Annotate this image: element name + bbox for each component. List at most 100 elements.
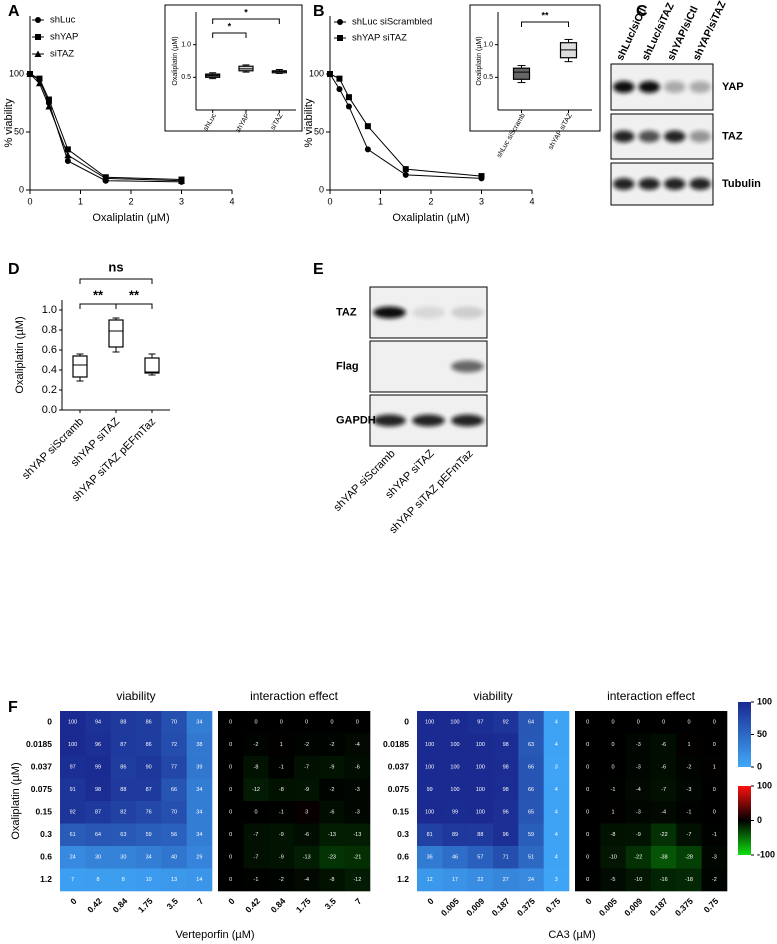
heatmap-cell	[218, 801, 244, 824]
y-tick-label: 0.037	[31, 762, 53, 772]
heatmap-cell	[676, 846, 702, 869]
x-tick-label: 2	[128, 196, 133, 206]
heatmap-cell	[268, 756, 295, 779]
significance-label: ns	[108, 259, 123, 274]
colorbar-label: 50	[757, 729, 767, 739]
x-tick-label: 0.009	[464, 896, 486, 918]
heatmap-cell	[676, 823, 702, 847]
heatmap-cell	[600, 733, 626, 757]
cell-label: -1	[712, 832, 717, 838]
cell-label: -4	[661, 810, 666, 816]
x-tick-label: 0.84	[269, 896, 288, 915]
heatmap-cell	[344, 733, 371, 757]
blot-band	[664, 81, 686, 93]
heatmap-cell	[543, 756, 570, 779]
cell-label: 100	[68, 720, 77, 726]
y-tick-label: 0.6	[40, 852, 52, 862]
panel-label: D	[8, 261, 20, 278]
heatmap-cell	[442, 823, 468, 847]
heatmap-cell	[136, 868, 162, 892]
heatmap-cell	[161, 711, 187, 734]
y-tick-label: 0	[319, 184, 324, 194]
heatmap-cell	[442, 846, 468, 869]
heatmap-cell	[344, 823, 371, 847]
heatmap-cell	[518, 868, 544, 892]
cell-label: 24	[70, 855, 76, 861]
heatmap-cell	[543, 801, 570, 824]
cell-label: -22	[660, 832, 668, 838]
cell-label: -8	[611, 832, 616, 838]
marker	[178, 177, 185, 184]
heatmap-cell	[417, 801, 443, 824]
heatmap-cell	[344, 801, 371, 824]
cell-label: 40	[171, 855, 177, 861]
cell-label: 92	[70, 810, 76, 816]
heatmap-cell	[417, 733, 443, 757]
cell-label: -38	[660, 855, 668, 861]
heatmap-cell	[85, 846, 111, 869]
cell-label: 57	[477, 855, 483, 861]
panel-label: E	[313, 261, 324, 278]
heatmap-cell	[136, 846, 162, 869]
x-tick-label: 0.187	[648, 896, 670, 918]
cell-label: 70	[171, 720, 177, 726]
heatmap-cell	[110, 868, 137, 892]
series-line	[329, 73, 482, 177]
cell-label: 72	[171, 742, 177, 748]
cell-label: -21	[353, 855, 361, 861]
heatmap-cell	[543, 733, 570, 757]
series-line	[29, 73, 182, 181]
box	[144, 357, 160, 374]
significance-label: **	[129, 287, 140, 302]
heatmap-cell	[294, 846, 320, 869]
heatmap-cell	[110, 733, 137, 757]
cell-label: -9	[279, 832, 284, 838]
x-tick-label: 3.5	[323, 896, 339, 912]
heatmap-cell	[218, 778, 244, 802]
y-tick-label: 1.0	[42, 304, 57, 316]
cell-label: 0	[229, 877, 232, 883]
x-tick-label: 0	[425, 896, 436, 907]
cell-label: -22	[634, 855, 642, 861]
cell-label: 87	[95, 810, 101, 816]
heatmap-cell	[319, 801, 345, 824]
cell-label: -5	[611, 877, 616, 883]
cell-label: 99	[427, 787, 433, 793]
significance-bracket	[79, 278, 153, 284]
heatmap-cell	[625, 756, 652, 779]
x-tick-label: 0	[226, 896, 237, 907]
legend-label: siTAZ	[50, 49, 74, 60]
y-tick-label: 100	[9, 68, 24, 78]
heatmap-cell	[85, 823, 111, 847]
heatmap-cell	[60, 846, 86, 869]
cell-label: -2	[304, 742, 309, 748]
heatmap-cell	[136, 778, 162, 802]
cell-label: 88	[120, 720, 126, 726]
x-tick-label: 0.005	[597, 896, 619, 918]
cell-label: 70	[171, 810, 177, 816]
marker	[35, 17, 41, 23]
cell-label: 0	[229, 810, 232, 816]
heatmap-cell	[701, 846, 728, 869]
heatmap-cell	[136, 823, 162, 847]
cell-label: 66	[171, 787, 177, 793]
cell-label: 1	[687, 742, 690, 748]
panel-label: B	[313, 3, 325, 20]
cell-label: 0	[713, 787, 716, 793]
cell-label: -9	[636, 832, 641, 838]
y-axis-label: % viability	[303, 98, 315, 147]
heatmap-cell	[417, 823, 443, 847]
heatmap-cell	[543, 846, 570, 869]
cell-label: 0	[586, 787, 589, 793]
heatmap-cell	[218, 711, 244, 734]
heatmap-cell	[625, 711, 652, 734]
cell-label: 59	[146, 832, 152, 838]
heatmap-cell	[493, 778, 519, 802]
marker	[36, 75, 43, 82]
heatmap-cell	[701, 823, 728, 847]
significance-label: *	[244, 7, 248, 17]
marker	[26, 70, 34, 77]
colorbar-label: 0	[757, 761, 762, 771]
cell-label: -10	[634, 877, 642, 883]
